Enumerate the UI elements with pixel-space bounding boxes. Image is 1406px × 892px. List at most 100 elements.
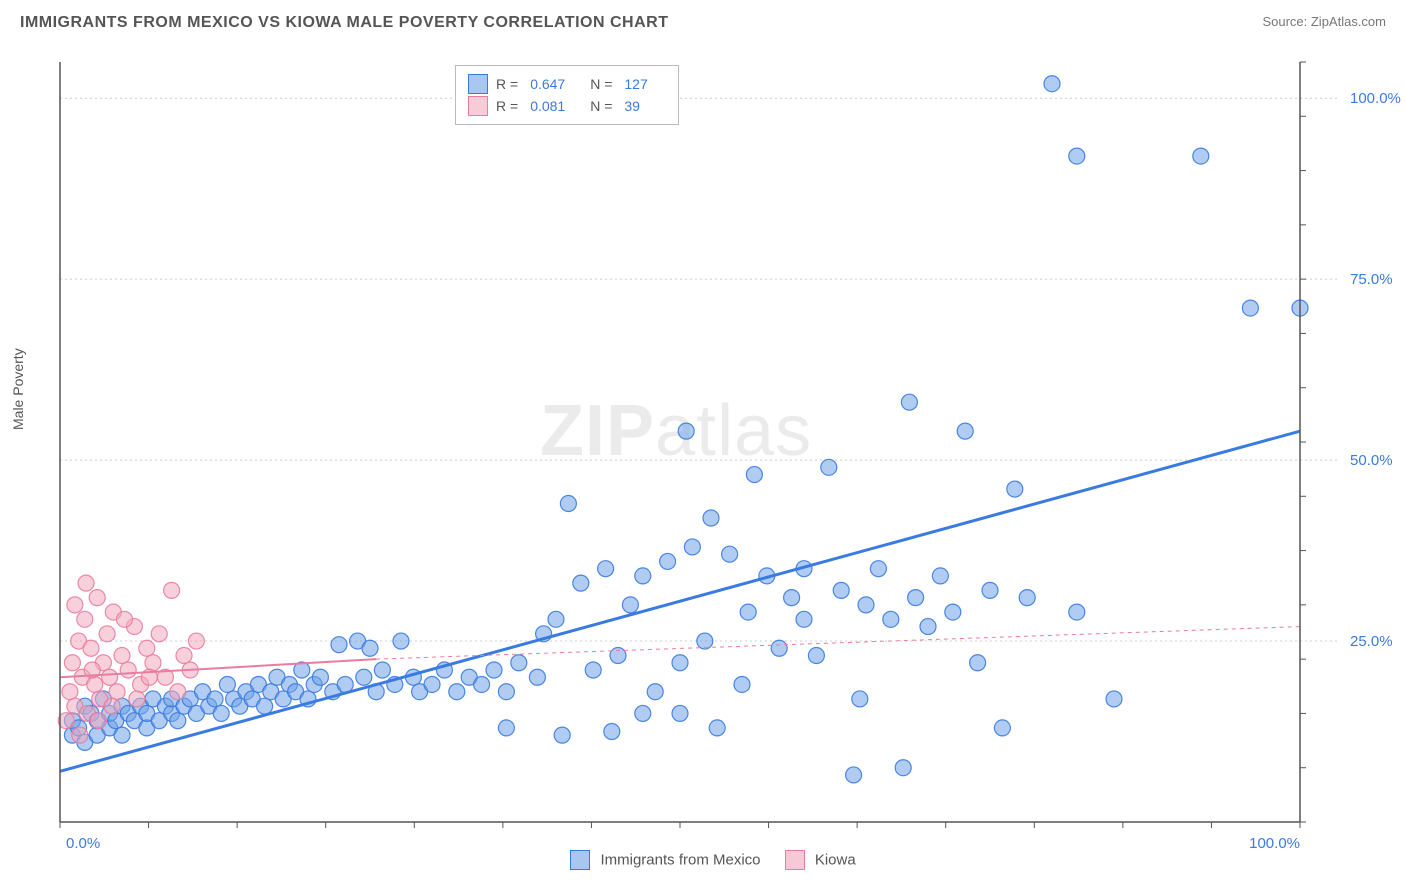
- scatter-point-mexico: [1069, 604, 1085, 620]
- scatter-point-mexico: [1069, 148, 1085, 164]
- scatter-point-mexico: [833, 582, 849, 598]
- scatter-point-mexico: [920, 619, 936, 635]
- scatter-point-mexico: [635, 705, 651, 721]
- scatter-point-mexico: [908, 590, 924, 606]
- scatter-point-kiowa: [170, 684, 186, 700]
- chart-container: IMMIGRANTS FROM MEXICO VS KIOWA MALE POV…: [0, 0, 1406, 892]
- scatter-point-kiowa: [90, 713, 106, 729]
- scatter-point-mexico: [740, 604, 756, 620]
- scatter-point-mexico: [207, 691, 223, 707]
- scatter-point-mexico: [498, 684, 514, 700]
- scatter-point-mexico: [697, 633, 713, 649]
- scatter-point-mexico: [560, 496, 576, 512]
- scatter-point-kiowa: [139, 640, 155, 656]
- scatter-point-mexico: [672, 705, 688, 721]
- scatter-point-mexico: [660, 553, 676, 569]
- xlegend-label-kiowa: Kiowa: [815, 852, 856, 869]
- scatter-point-kiowa: [116, 611, 132, 627]
- scatter-point-mexico: [1193, 148, 1209, 164]
- scatter-point-mexico: [722, 546, 738, 562]
- scatter-point-mexico: [257, 698, 273, 714]
- scatter-point-mexico: [511, 655, 527, 671]
- scatter-point-kiowa: [64, 655, 80, 671]
- scatter-point-kiowa: [78, 575, 94, 591]
- scatter-point-mexico: [870, 561, 886, 577]
- scatter-point-kiowa: [72, 727, 88, 743]
- ytick-label: 75.0%: [1350, 271, 1393, 288]
- scatter-point-mexico: [1106, 691, 1122, 707]
- scatter-point-mexico: [610, 648, 626, 664]
- scatter-point-mexico: [1019, 590, 1035, 606]
- scatter-point-mexico: [1044, 76, 1060, 92]
- scatter-point-kiowa: [114, 648, 130, 664]
- x-axis-legend: Immigrants from Mexico Kiowa: [0, 850, 1406, 870]
- scatter-point-mexico: [821, 459, 837, 475]
- scatter-point-mexico: [114, 727, 130, 743]
- scatter-point-mexico: [573, 575, 589, 591]
- scatter-point-kiowa: [151, 626, 167, 642]
- ytick-label: 50.0%: [1350, 452, 1393, 469]
- scatter-point-kiowa: [99, 626, 115, 642]
- scatter-point-mexico: [734, 676, 750, 692]
- scatter-point-mexico: [703, 510, 719, 526]
- scatter-point-mexico: [709, 720, 725, 736]
- ytick-label: 100.0%: [1350, 90, 1401, 107]
- scatter-point-mexico: [945, 604, 961, 620]
- scatter-point-mexico: [362, 640, 378, 656]
- scatter-point-mexico: [1242, 300, 1258, 316]
- scatter-point-mexico: [604, 724, 620, 740]
- scatter-point-mexico: [548, 611, 564, 627]
- scatter-point-mexico: [393, 633, 409, 649]
- scatter-point-kiowa: [188, 633, 204, 649]
- scatter-point-mexico: [684, 539, 700, 555]
- scatter-point-mexico: [901, 394, 917, 410]
- scatter-point-mexico: [883, 611, 899, 627]
- scatter-point-mexico: [213, 705, 229, 721]
- scatter-point-mexico: [585, 662, 601, 678]
- scatter-point-mexico: [486, 662, 502, 678]
- scatter-point-mexico: [784, 590, 800, 606]
- scatter-point-mexico: [994, 720, 1010, 736]
- scatter-point-kiowa: [89, 590, 105, 606]
- scatter-point-mexico: [982, 582, 998, 598]
- xlegend-label-mexico: Immigrants from Mexico: [600, 852, 760, 869]
- scatter-point-mexico: [374, 662, 390, 678]
- scatter-point-mexico: [598, 561, 614, 577]
- scatter-point-mexico: [312, 669, 328, 685]
- scatter-point-kiowa: [62, 684, 78, 700]
- scatter-point-kiowa: [102, 669, 118, 685]
- scatter-point-mexico: [554, 727, 570, 743]
- scatter-point-mexico: [932, 568, 948, 584]
- scatter-point-mexico: [331, 637, 347, 653]
- scatter-point-mexico: [771, 640, 787, 656]
- scatter-point-mexico: [219, 676, 235, 692]
- scatter-point-mexico: [808, 648, 824, 664]
- xlegend-swatch-mexico: [570, 850, 590, 870]
- scatter-point-mexico: [858, 597, 874, 613]
- scatter-point-mexico: [424, 676, 440, 692]
- scatter-point-kiowa: [67, 597, 83, 613]
- scatter-point-mexico: [1007, 481, 1023, 497]
- scatter-point-kiowa: [164, 582, 180, 598]
- xlegend-swatch-kiowa: [785, 850, 805, 870]
- scatter-point-kiowa: [83, 640, 99, 656]
- scatter-point-mexico: [498, 720, 514, 736]
- scatter-point-mexico: [796, 611, 812, 627]
- scatter-point-mexico: [529, 669, 545, 685]
- correlation-legend: R = 0.647 N = 127 R = 0.081 N = 39: [455, 65, 679, 125]
- scatter-point-mexico: [678, 423, 694, 439]
- scatter-point-mexico: [635, 568, 651, 584]
- legend-row-mexico: R = 0.647 N = 127: [468, 74, 666, 94]
- scatter-point-mexico: [672, 655, 688, 671]
- ytick-label: 25.0%: [1350, 633, 1393, 650]
- scatter-point-mexico: [622, 597, 638, 613]
- scatter-point-kiowa: [120, 662, 136, 678]
- scatter-point-mexico: [895, 760, 911, 776]
- trend-line-ext-kiowa: [376, 627, 1300, 660]
- scatter-point-mexico: [474, 676, 490, 692]
- scatter-point-mexico: [356, 669, 372, 685]
- scatter-point-kiowa: [77, 611, 93, 627]
- legend-swatch-kiowa: [468, 96, 488, 116]
- legend-swatch-mexico: [468, 74, 488, 94]
- scatter-point-mexico: [170, 713, 186, 729]
